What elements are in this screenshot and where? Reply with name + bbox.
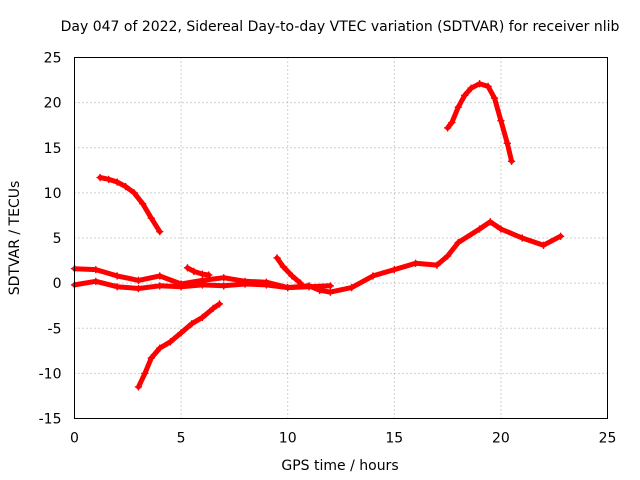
data-point-arc-3 (113, 178, 121, 186)
data-point-arc-2 (134, 284, 143, 293)
data-point-arc-7 (467, 84, 475, 92)
data-point-arc-2 (262, 281, 271, 289)
data-point-arc-7 (497, 116, 505, 125)
data-point-arc-6 (273, 254, 281, 262)
data-point-arc-4 (141, 369, 149, 378)
data-point-arc-2 (219, 282, 228, 290)
data-point-arc-2 (198, 281, 207, 289)
data-point-arc-7 (484, 82, 492, 91)
y-axis-label: SDTVAR / TECUs (7, 181, 23, 296)
data-point-arc-1 (134, 276, 143, 285)
data-point-arc-1 (539, 241, 548, 249)
data-point-arc-4 (156, 344, 164, 352)
x-tick-labels: 0 5 10 15 20 25 (70, 431, 616, 447)
y-tick-label: -5 (48, 321, 62, 337)
x-tick-label: 15 (385, 431, 403, 447)
data-point-arc-1 (497, 225, 505, 233)
data-point-arc-1 (475, 225, 484, 233)
data-point-arc-2 (283, 283, 292, 292)
data-point-arc-7 (454, 103, 463, 111)
data-point-arc-3 (121, 182, 130, 191)
data-point-arc-2 (326, 282, 335, 290)
x-axis-label: GPS time / hours (281, 458, 398, 474)
data-point-arc-1 (486, 218, 494, 226)
data-line-arc-3 (97, 175, 163, 235)
data-point-arc-3 (104, 175, 113, 184)
data-point-arc-1 (347, 283, 356, 292)
data-point-arc-7 (490, 94, 499, 102)
data-point-arc-4 (147, 354, 156, 362)
data-point-arc-3 (96, 173, 104, 182)
data-point-arc-6 (279, 263, 288, 271)
data-point-arc-7 (460, 91, 469, 100)
data-line-arc-4 (136, 301, 222, 390)
data-series (70, 79, 565, 391)
y-tick-label: -10 (39, 366, 62, 382)
chart-title: Day 047 of 2022, Sidereal Day-to-day VTE… (61, 19, 620, 35)
data-point-arc-1 (556, 232, 565, 240)
data-point-arc-2 (113, 282, 121, 291)
data-point-arc-4 (166, 338, 175, 346)
data-point-arc-7 (475, 79, 484, 88)
data-point-arc-1 (443, 252, 452, 260)
y-tick-label: 5 (53, 231, 62, 247)
data-point-arc-4 (134, 383, 143, 391)
data-point-arc-3 (156, 227, 164, 236)
data-point-arc-1 (411, 259, 420, 268)
data-point-arc-2 (92, 277, 100, 286)
data-point-arc-1 (433, 261, 441, 269)
y-tick-label: 0 (53, 276, 62, 292)
data-point-arc-7 (448, 118, 456, 127)
data-point-arc-5 (190, 267, 198, 276)
data-point-arc-4 (198, 313, 207, 322)
data-point-arc-6 (296, 279, 305, 287)
x-tick-label: 10 (279, 431, 297, 447)
data-point-arc-2 (156, 282, 164, 290)
data-point-arc-5 (198, 270, 207, 278)
data-point-arc-1 (518, 234, 526, 242)
data-line-arc-6 (274, 255, 303, 286)
data-point-arc-7 (443, 124, 452, 132)
data-point-arc-1 (113, 272, 121, 280)
x-tick-label: 5 (177, 431, 186, 447)
data-point-arc-4 (215, 300, 224, 308)
data-point-arc-1 (369, 272, 377, 280)
data-point-arc-5 (183, 264, 192, 272)
y-tick-label: 10 (44, 186, 62, 202)
y-tick-label: -15 (39, 412, 62, 428)
y-tick-label: 25 (44, 51, 62, 67)
x-tick-label: 20 (492, 431, 510, 447)
data-point-arc-1 (390, 265, 399, 274)
plot-frame (74, 57, 608, 419)
y-tick-labels: -15 -10 -5 0 5 10 15 20 25 (39, 51, 62, 428)
data-point-arc-3 (130, 189, 138, 197)
data-point-arc-3 (138, 199, 147, 208)
data-point-arc-1 (326, 288, 335, 296)
data-point-arc-1 (92, 265, 100, 274)
x-tick-label: 25 (599, 431, 617, 447)
data-line-arc-7 (445, 81, 515, 164)
data-point-arc-7 (503, 139, 512, 147)
data-point-arc-2 (305, 282, 313, 291)
data-point-arc-2 (241, 280, 249, 288)
data-point-arc-6 (288, 272, 296, 280)
data-point-arc-4 (188, 319, 196, 328)
data-point-arc-1 (454, 238, 463, 247)
y-tick-label: 15 (44, 141, 62, 157)
data-line-arc-1 (72, 219, 564, 295)
data-point-arc-2 (177, 282, 185, 291)
data-point-arc-1 (156, 272, 164, 280)
x-tick-label: 0 (70, 431, 79, 447)
data-point-arc-3 (147, 214, 156, 222)
data-point-arc-1 (219, 273, 228, 282)
data-point-arc-4 (177, 329, 185, 337)
data-point-arc-4 (209, 304, 217, 313)
data-point-arc-5 (205, 271, 213, 279)
data-point-arc-7 (507, 157, 516, 166)
y-tick-label: 20 (44, 96, 62, 112)
